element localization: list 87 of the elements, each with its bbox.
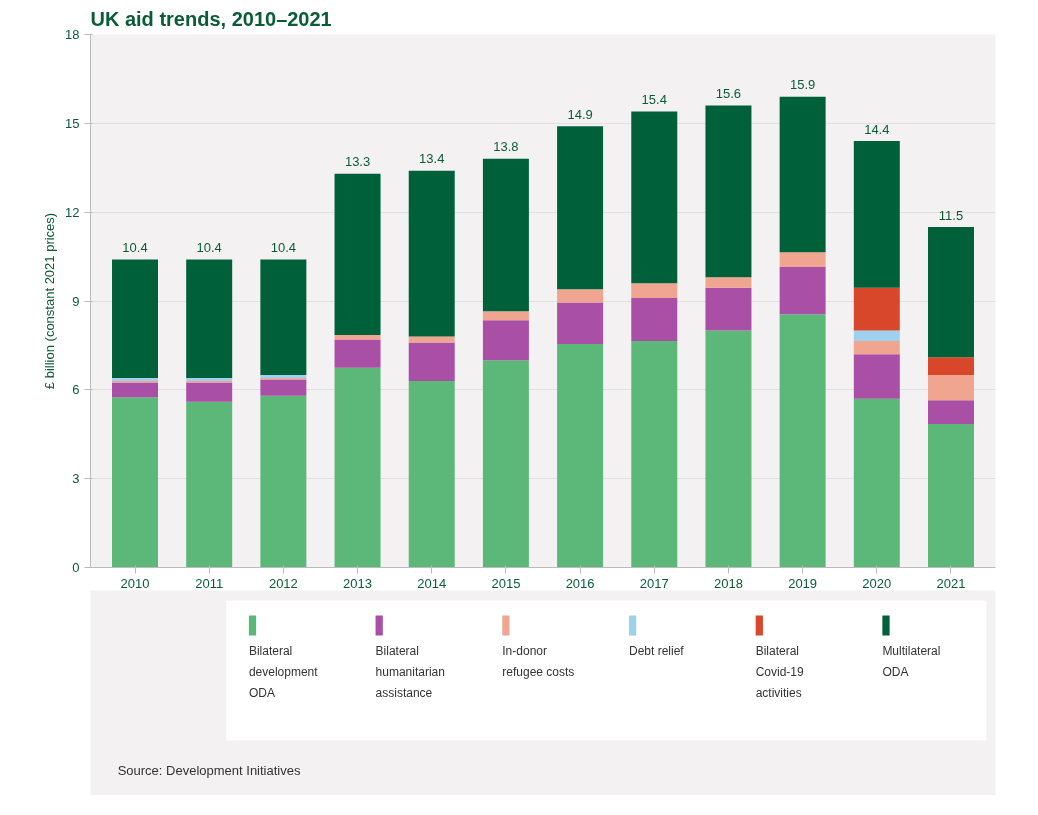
bar [408,380,455,568]
x-tick-label: 2021 [936,575,966,591]
x-tick-label: 2011 [195,575,224,591]
total-label: 15.4 [641,92,667,108]
x-tick-label: 2013 [343,575,373,591]
bar [928,400,974,424]
x-tick-label: 2018 [713,575,743,591]
y-tick-label: 6 [72,382,80,398]
total-label: 13.3 [344,154,371,170]
source-note: Source: Development Initiatives [117,763,301,778]
bar [260,259,307,376]
bar [705,330,752,568]
bar [260,379,307,396]
y-tick-label: 18 [65,27,80,42]
bar [482,360,529,568]
bar [260,395,307,568]
bar [334,173,381,336]
x-tick-label: 2014 [417,575,447,591]
bar [112,382,158,398]
legend-label: Multilateral ODA [882,643,941,679]
y-tick-label: 9 [72,293,80,309]
total-label: 13.4 [419,151,445,167]
bar [853,141,900,288]
bar [853,354,900,399]
bar [631,298,678,341]
total-label: 10.4 [270,240,297,256]
bar [705,287,752,331]
bar [186,259,233,378]
bar [928,357,974,376]
bar [112,397,158,568]
bar [557,289,604,303]
total-label: 10.4 [196,240,222,256]
bar [408,342,455,381]
bar [705,105,752,278]
y-tick-label: 3 [72,471,80,487]
bar [334,339,381,368]
bar [853,398,900,568]
y-axis-title: £ billion (constant 2021 prices) [42,212,58,390]
bar [928,423,974,568]
bar [779,314,826,568]
x-tick-label: 2015 [491,575,521,591]
total-label: 14.9 [567,106,593,122]
legend-label: Bilateral Covid-19 activities [755,643,805,700]
legend-label: Bilateral development ODA [248,643,319,700]
bar [631,340,678,568]
bar [631,111,678,284]
bar [186,401,233,568]
bar [779,266,826,315]
bar [186,382,233,402]
bar [334,367,381,568]
chart-title: UK aid trends, 2010–2021 [90,7,332,30]
legend-label: In-donor refugee costs [502,643,575,679]
bar [408,170,455,337]
bar [557,126,604,290]
total-label: 13.8 [493,139,519,155]
total-label: 10.4 [122,240,148,256]
total-label: 14.4 [864,121,890,137]
total-label: 15.9 [789,77,816,93]
x-tick-label: 2010 [120,575,150,591]
bar [853,287,900,331]
x-tick-label: 2017 [639,575,669,591]
bar [853,340,900,355]
bar [482,158,529,312]
bar [631,283,678,299]
legend-label: Debt relief [628,643,685,658]
bar [928,226,974,358]
legend-label: Bilateral humanitarian assistance [375,643,445,700]
bar [557,302,604,344]
x-tick-label: 2016 [565,575,595,591]
y-tick-label: 0 [72,560,80,575]
x-tick-label: 2019 [788,575,818,591]
bar [928,375,974,401]
x-tick-label: 2012 [268,575,298,591]
bar [779,96,826,253]
y-tick-label: 15 [65,115,80,131]
bar [482,311,529,321]
bar [779,252,826,267]
total-label: 11.5 [938,207,964,223]
bar [112,259,158,378]
bar [853,330,900,341]
x-tick-label: 2020 [862,575,892,591]
y-tick-label: 12 [65,204,80,220]
bar [482,320,529,361]
bar [705,277,752,288]
total-label: 15.6 [715,86,742,102]
bar [557,343,604,568]
bar [334,335,381,340]
